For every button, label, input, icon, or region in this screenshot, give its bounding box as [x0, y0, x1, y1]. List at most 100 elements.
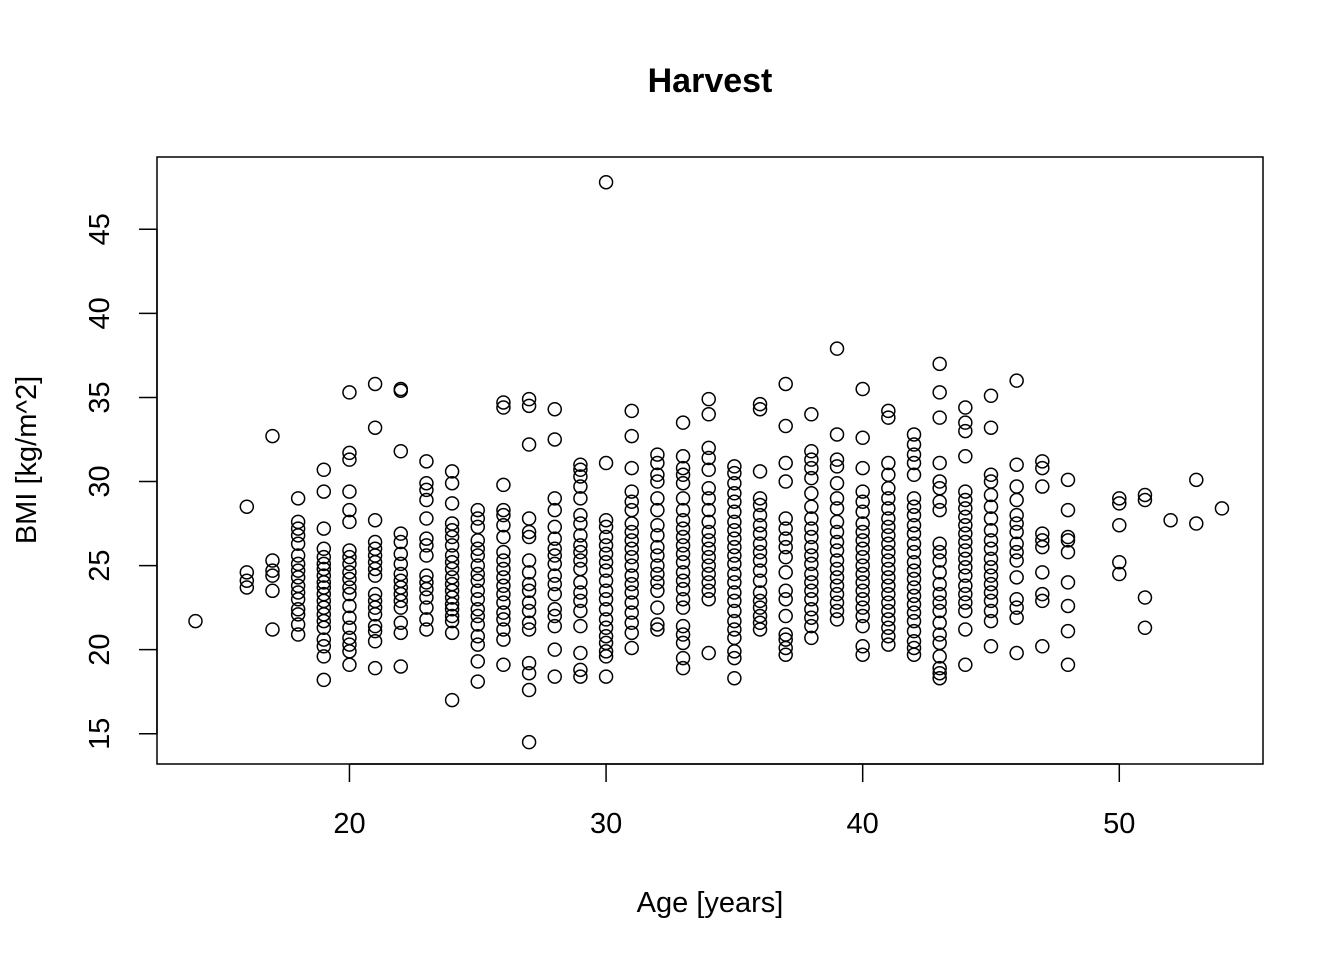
data-point: [829, 514, 845, 530]
data-point: [496, 595, 511, 610]
data-point: [881, 637, 896, 652]
data-point: [881, 501, 896, 516]
data-point: [1060, 533, 1076, 548]
data-point: [906, 597, 922, 612]
data-point: [1060, 544, 1076, 560]
data-point: [983, 585, 999, 600]
data-point: [444, 561, 460, 577]
data-point: [829, 534, 845, 550]
data-point: [573, 603, 588, 619]
data-point: [624, 615, 639, 631]
data-point: [239, 499, 255, 514]
data-point: [855, 516, 870, 531]
data-point: [727, 575, 742, 590]
data-point: [1009, 457, 1024, 472]
data-point: [573, 593, 588, 609]
data-point: [521, 665, 537, 681]
data-point: [727, 548, 742, 563]
data-point: [752, 573, 768, 588]
data-point: [1009, 591, 1024, 607]
data-point: [573, 662, 588, 678]
data-point: [752, 615, 768, 631]
data-point: [342, 571, 357, 587]
data-point: [752, 464, 768, 479]
data-point: [752, 563, 768, 578]
data-point: [265, 428, 280, 444]
data-point: [958, 586, 973, 602]
data-point: [650, 467, 665, 483]
data-point: [932, 660, 947, 676]
data-point: [290, 570, 306, 585]
data-point: [881, 511, 896, 526]
data-point: [983, 541, 999, 557]
data-point: [701, 645, 716, 661]
data-point: [958, 517, 973, 533]
data-point: [444, 523, 460, 538]
data-point: [881, 578, 896, 594]
y-tick-label: 15: [84, 718, 116, 750]
data-point: [342, 657, 357, 673]
data-point: [650, 548, 665, 563]
data-point: [470, 591, 486, 607]
data-point: [521, 553, 537, 568]
data-point: [855, 558, 870, 573]
data-point: [958, 622, 973, 637]
data-point: [855, 533, 870, 548]
data-point: [958, 560, 973, 575]
data-point: [547, 541, 562, 557]
data-point: [932, 576, 947, 592]
data-point: [419, 511, 434, 526]
data-point: [881, 403, 896, 419]
data-point: [624, 484, 639, 499]
data-point: [496, 507, 511, 523]
data-point: [419, 581, 434, 597]
data-point: [675, 554, 691, 570]
data-point: [881, 536, 896, 551]
data-point: [1060, 623, 1076, 639]
data-point: [470, 602, 486, 617]
data-point: [1060, 657, 1076, 673]
data-point: [650, 575, 665, 590]
data-point: [932, 595, 947, 610]
data-point: [624, 595, 639, 610]
data-point: [906, 640, 922, 656]
data-point: [521, 565, 537, 580]
data-point: [624, 533, 639, 548]
data-point: [701, 591, 716, 607]
data-point: [932, 385, 947, 400]
data-point: [958, 657, 973, 673]
data-point: [906, 499, 922, 514]
data-point: [265, 568, 280, 583]
data-point: [624, 516, 639, 531]
data-point: [316, 632, 332, 647]
data-point: [444, 554, 460, 570]
data-point: [881, 544, 896, 560]
data-point: [624, 576, 639, 592]
data-point: [342, 385, 357, 400]
data-point: [342, 452, 357, 467]
data-point: [419, 600, 434, 615]
data-point: [265, 583, 280, 599]
data-point: [1189, 472, 1204, 488]
data-point: [855, 608, 870, 624]
data-point: [752, 553, 768, 568]
data-point: [906, 467, 922, 483]
data-point: [675, 415, 691, 430]
data-point: [573, 585, 588, 600]
data-point: [188, 613, 203, 629]
data-point: [342, 502, 357, 518]
data-point: [1214, 501, 1230, 516]
data-point: [316, 639, 332, 654]
data-point: [855, 600, 870, 615]
data-point: [419, 538, 434, 553]
data-point: [804, 452, 819, 467]
data-point: [393, 659, 409, 674]
data-point: [393, 593, 409, 609]
data-point: [393, 526, 409, 541]
data-point: [342, 556, 357, 572]
data-point: [367, 660, 383, 676]
data-point: [675, 475, 691, 491]
data-point: [650, 600, 665, 615]
data-point: [675, 467, 691, 483]
data-point: [1137, 620, 1153, 636]
